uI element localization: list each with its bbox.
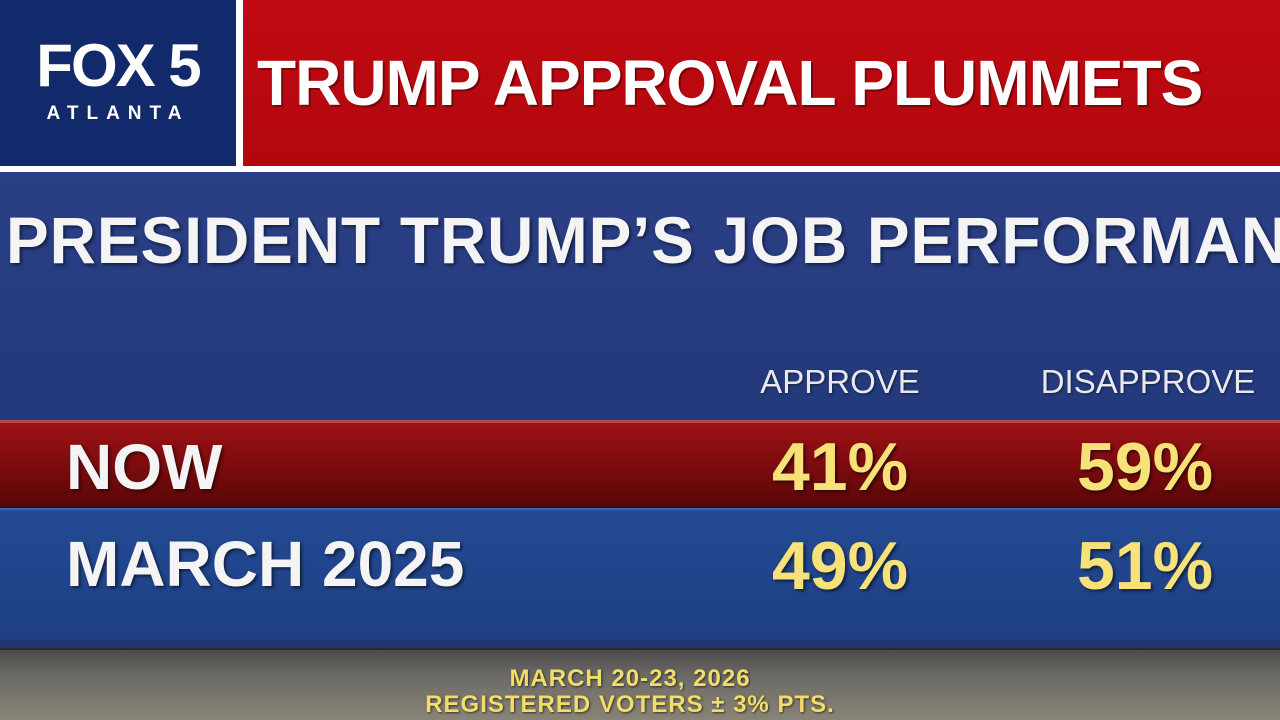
poll-dates: MARCH 20-23, 2026 bbox=[509, 665, 751, 692]
approve-value: 49% bbox=[771, 528, 909, 604]
column-header-approve: APPROVE bbox=[760, 363, 920, 400]
graphic-title: PRESIDENT TRUMP’S JOB PERFORMANCE bbox=[6, 203, 1280, 277]
headline-text: TRUMP APPROVAL PLUMMETS bbox=[257, 47, 1203, 119]
poll-footer: MARCH 20-23, 2026 REGISTERED VOTERS ± 3%… bbox=[0, 648, 1280, 720]
logo-sub-text: ATLANTA bbox=[46, 103, 190, 124]
poll-row-now: NOW 41% 59% bbox=[0, 420, 1280, 508]
headline-banner: TRUMP APPROVAL PLUMMETS bbox=[243, 0, 1280, 166]
column-header-disapprove: DISAPPROVE bbox=[1040, 363, 1256, 400]
row-label: MARCH 2025 bbox=[66, 528, 465, 600]
disapprove-value: 51% bbox=[1076, 528, 1214, 604]
poll-sample-note: REGISTERED VOTERS ± 3% PTS. bbox=[425, 691, 835, 718]
disapprove-value: 59% bbox=[1076, 429, 1214, 505]
station-logo: FOX 5 ATLANTA bbox=[0, 0, 236, 166]
approve-value: 41% bbox=[771, 429, 909, 505]
logo-main-text: FOX 5 bbox=[36, 32, 201, 99]
poll-graphic: PRESIDENT TRUMP’S JOB PERFORMANCE APPROV… bbox=[0, 172, 1280, 720]
row-label: NOW bbox=[66, 431, 223, 503]
poll-row-march-2025: MARCH 2025 49% 51% bbox=[0, 508, 1280, 640]
